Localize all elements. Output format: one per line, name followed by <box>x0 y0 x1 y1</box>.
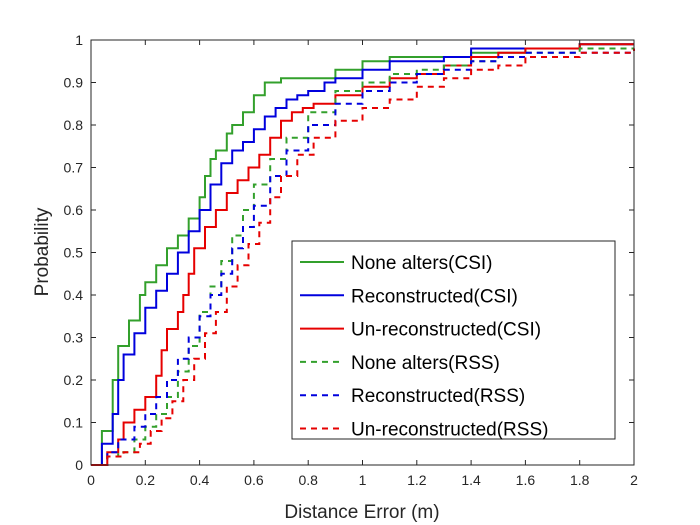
legend-label: Reconstructed(RSS) <box>351 386 525 407</box>
legend-label: Reconstructed(CSI) <box>351 286 518 307</box>
y-tick-label: 0.3 <box>64 330 84 346</box>
x-tick-label: 0.6 <box>244 472 264 488</box>
series-line-5 <box>91 48 635 466</box>
legend-label: Un-reconstructed(RSS) <box>351 420 548 441</box>
y-tick-label: 0.7 <box>64 160 84 176</box>
x-tick-label: 0.2 <box>136 472 156 488</box>
series-layer <box>91 43 635 466</box>
legend-label: Un-reconstructed(CSI) <box>351 320 541 341</box>
y-axis-title: Probability <box>32 207 53 296</box>
legend-label: None alters(RSS) <box>351 353 500 374</box>
y-tick-label: 0.6 <box>64 202 84 218</box>
x-tick-label: 2 <box>630 472 638 488</box>
x-tick-label: 1.6 <box>516 472 536 488</box>
y-tick-label: 0.1 <box>64 415 84 431</box>
y-tick-label: 0.4 <box>64 287 84 303</box>
y-tick-label: 0.2 <box>64 372 84 388</box>
series-line-2 <box>91 43 634 466</box>
axes-layer: 0 0.2 0.4 0.6 0.8 1 1.2 1.4 1.6 1.8 2 0 0.1 0.2 0.3 0.4… <box>64 32 639 488</box>
x-tick-label: 1.4 <box>461 472 481 488</box>
series-line-4 <box>91 47 634 466</box>
x-tick-label: 0.8 <box>298 472 318 488</box>
y-tick-label: 1 <box>75 32 83 48</box>
series-line-6 <box>91 48 635 466</box>
legend-box <box>291 240 616 440</box>
y-tick-label: 0.8 <box>64 117 84 133</box>
legend: None alters(CSI) Reconstructed(CSI) Un-rec… <box>291 240 616 441</box>
series-line-3 <box>91 43 634 466</box>
x-tick-label: 1.8 <box>570 472 590 488</box>
y-tick-label: 0 <box>75 457 83 473</box>
x-tick-label: 1.2 <box>407 472 427 488</box>
x-tick-label: 0 <box>87 472 95 488</box>
legend-label: None alters(CSI) <box>351 253 493 274</box>
x-tick-label: 0.4 <box>190 472 210 488</box>
series-line-1 <box>91 43 634 466</box>
y-tick-label: 0.5 <box>64 245 84 261</box>
y-tick-label: 0.9 <box>64 75 84 91</box>
x-tick-label: 1 <box>359 472 367 488</box>
x-axis-title: Distance Error (m) <box>284 502 439 523</box>
